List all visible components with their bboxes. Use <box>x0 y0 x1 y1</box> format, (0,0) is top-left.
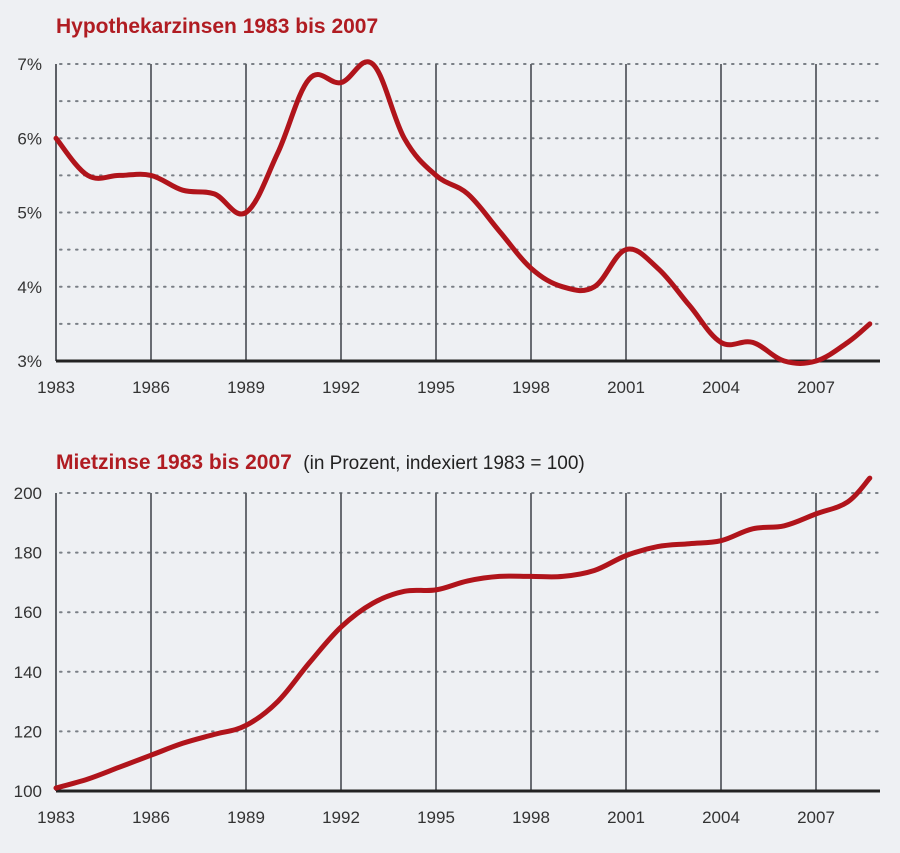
x-axis-tick-labels: 1983 1986 1989 1992 1995 1998 2001 2004 2007 <box>37 378 835 397</box>
x-tick-label: 1983 <box>37 808 75 827</box>
y-tick-label: 7% <box>17 55 42 74</box>
y-tick-label: 4% <box>17 278 42 297</box>
horizontal-gridlines <box>59 63 881 325</box>
vertical-gridlines <box>55 493 817 791</box>
chart-title: Mietzinse 1983 bis 2007 <box>56 451 292 474</box>
y-axis-tick-labels: 3% 4% 5% 6% 7% <box>17 55 42 371</box>
y-tick-label: 180 <box>14 544 42 563</box>
x-tick-label: 1992 <box>322 808 360 827</box>
x-tick-label: 1995 <box>417 808 455 827</box>
x-tick-label: 1995 <box>417 378 455 397</box>
x-axis-tick-labels: 1983 1986 1989 1992 1995 1998 2001 2004 2007 <box>37 808 835 827</box>
x-tick-label: 2004 <box>702 378 740 397</box>
x-tick-label: 1992 <box>322 378 360 397</box>
chart-title-group: Mietzinse 1983 bis 2007 (in Prozent, ind… <box>56 451 585 474</box>
x-tick-label: 2007 <box>797 808 835 827</box>
y-tick-label: 160 <box>14 603 42 622</box>
y-tick-label: 5% <box>17 204 42 223</box>
x-tick-label: 1986 <box>132 808 170 827</box>
y-tick-label: 120 <box>14 722 42 741</box>
horizontal-gridlines <box>59 492 881 733</box>
y-tick-label: 6% <box>17 129 42 148</box>
x-tick-label: 1986 <box>132 378 170 397</box>
y-tick-label: 140 <box>14 663 42 682</box>
x-tick-label: 1998 <box>512 808 550 827</box>
y-tick-label: 100 <box>14 782 42 801</box>
x-tick-label: 2001 <box>607 808 645 827</box>
x-tick-label: 1998 <box>512 378 550 397</box>
y-axis-tick-labels: 100 120 140 160 180 200 <box>14 484 42 801</box>
x-tick-label: 2004 <box>702 808 740 827</box>
x-tick-label: 2001 <box>607 378 645 397</box>
x-tick-label: 1983 <box>37 378 75 397</box>
chart-title: Hypothekarzinsen 1983 bis 2007 <box>56 15 378 38</box>
rent-index-chart: Mietzinse 1983 bis 2007 (in Prozent, ind… <box>14 451 881 827</box>
rent-index-line <box>53 475 873 791</box>
mortgage-rate-line <box>53 59 873 366</box>
vertical-gridlines <box>55 64 817 361</box>
x-tick-label: 2007 <box>797 378 835 397</box>
y-tick-label: 200 <box>14 484 42 503</box>
mortgage-rate-chart: Hypothekarzinsen 1983 bis 2007 3% 4% 5% 6% 7… <box>17 15 881 397</box>
x-tick-label: 1989 <box>227 808 265 827</box>
x-tick-label: 1989 <box>227 378 265 397</box>
chart-subtitle: (in Prozent, indexiert 1983 = 100) <box>303 453 584 474</box>
y-tick-label: 3% <box>17 352 42 371</box>
